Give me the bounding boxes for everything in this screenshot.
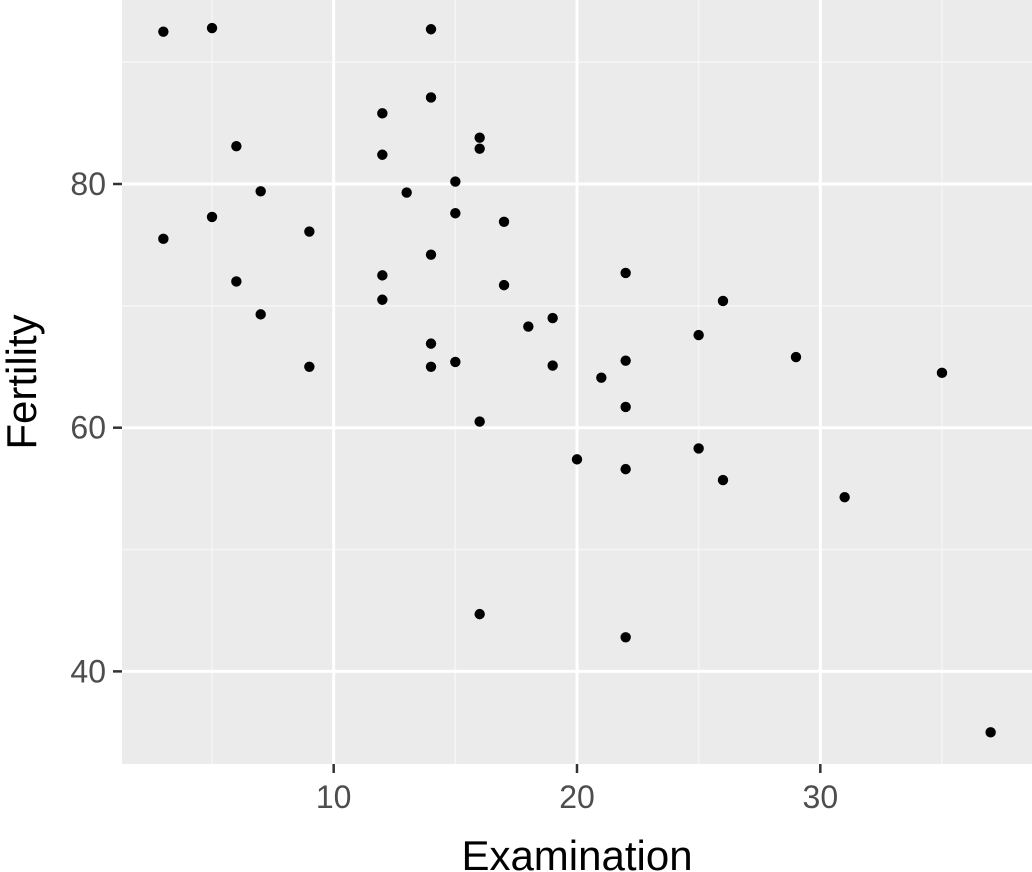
data-point [596,372,607,383]
data-point [255,186,266,197]
data-point [206,211,218,223]
data-point [620,355,631,366]
data-point [474,143,485,154]
major-grid [122,0,1032,764]
data-point [620,267,631,279]
x-tick-label: 10 [316,779,352,815]
data-point [158,233,169,245]
data-point [401,187,412,198]
data-point [425,361,437,372]
data-point [158,26,169,37]
data-point [231,141,242,152]
data-point [498,279,510,291]
data-point [717,295,729,307]
data-point [450,176,461,187]
y-axis: 40 60 80 [70,166,122,689]
data-point [790,351,802,363]
data-point [304,226,315,237]
x-tick-label: 20 [559,779,595,815]
x-axis-title: Examination [461,832,692,872]
data-point [425,92,437,103]
data-point [620,632,631,643]
data-point [620,401,631,413]
data-point [498,216,510,227]
data-point [523,321,534,332]
y-tick-label: 60 [70,410,106,446]
data-points [158,22,996,738]
data-point [936,367,948,379]
data-point [474,132,485,143]
x-axis: 10 20 30 [316,764,838,815]
data-point [547,312,558,324]
data-point [377,270,388,281]
y-tick-label: 40 [70,653,106,689]
data-point [839,491,850,503]
data-point [231,276,242,287]
data-point [620,463,631,475]
y-axis-title: Fertility [0,314,45,449]
y-tick-label: 80 [70,166,106,202]
data-point [717,474,729,486]
data-point [474,608,485,620]
data-point [377,149,388,160]
data-point [304,361,315,372]
data-point [571,454,583,465]
data-point [425,338,437,349]
data-point [377,108,388,119]
data-point [377,294,388,305]
data-point [693,443,704,454]
data-point [547,360,558,371]
data-point [985,727,996,738]
x-tick-label: 30 [803,779,839,815]
data-point [450,356,461,368]
data-point [693,329,704,341]
data-point [255,309,266,320]
data-point [425,24,437,35]
data-point [474,416,485,427]
data-point [450,208,461,219]
data-point [425,249,437,260]
data-point [206,22,218,34]
